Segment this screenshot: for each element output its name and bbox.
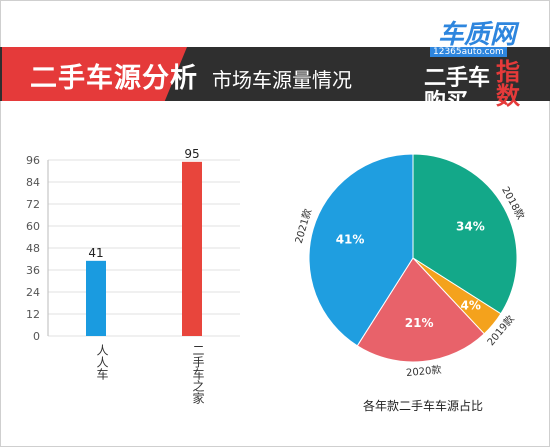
page-title: 二手车源分析: [30, 63, 198, 94]
logo-brand-text: 车质网: [438, 20, 517, 50]
logo-url: 12365auto.com: [430, 47, 507, 57]
logo-line2: 购买: [424, 90, 469, 115]
logo-accent: 指数: [496, 58, 520, 110]
header: 二手车源分析 市场车源量情况 车质网 12365auto.com 二手车 购买 …: [0, 0, 550, 115]
page-subtitle: 市场车源量情况: [212, 68, 352, 92]
logo-line1: 二手车: [424, 66, 491, 91]
header-title-block: [2, 47, 187, 101]
brand-logo: 车质网 12365auto.com 二手车 购买 指数: [420, 14, 538, 115]
